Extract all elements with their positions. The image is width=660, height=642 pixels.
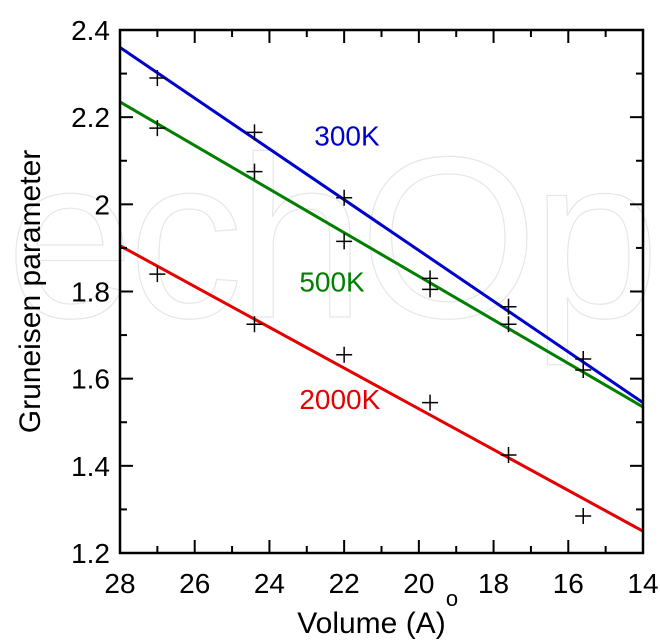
data-point-2000k-5 [500,446,517,463]
fit-lines-group [120,46,643,533]
series-labels-group: 300K 500K 2000K [299,120,380,415]
data-point-300k-2 [246,124,263,141]
fit-line-2000k [120,244,643,533]
x-axis-label: Volume (A) [297,607,445,640]
x-tick-label: 28 [104,568,135,599]
x-tick-label: 16 [553,568,584,599]
x-tick-label: 22 [329,568,360,599]
plot-frame [118,28,645,555]
data-point-2000k-3 [336,346,353,363]
axis-ticks-group [119,29,644,554]
data-point-2000k-4 [422,394,439,411]
tick-labels-group: 28 26 24 22 20 18 16 14 1.2 1.4 1.6 1.8 2 2.2 2.4 [71,15,659,599]
y-tick-label: 1.8 [71,277,110,308]
x-tick-label: 18 [478,568,509,599]
data-point-2000k-1 [149,266,166,283]
data-point-500k-3 [336,233,353,250]
y-tick-label: 2.4 [71,15,110,46]
fit-line-300k [120,46,643,404]
data-point-300k-3 [336,189,353,206]
series-label-300k: 300K [314,120,380,151]
y-tick-label: 1.2 [71,538,110,569]
data-point-500k-5 [500,316,517,333]
data-point-2000k-2 [246,316,263,333]
watermark-text: echOp [6,108,660,366]
data-point-500k-2 [246,163,263,180]
x-tick-label: 26 [179,568,210,599]
data-point-2000k-6 [575,507,592,524]
x-tick-label: 24 [254,568,285,599]
data-point-300k-5 [500,298,517,315]
x-tick-label: 20 [403,568,434,599]
x-axis-label-angstrom-ring: o [446,586,458,611]
series-label-2000k: 2000K [299,384,380,415]
y-axis-label: Gruneisen parameter [14,150,47,433]
y-tick-label: 1.6 [71,364,110,395]
y-tick-label: 1.4 [71,451,110,482]
x-tick-label: 14 [627,568,658,599]
data-point-500k-6 [575,361,592,378]
data-markers-group [149,69,592,524]
fit-line-500k [120,100,643,409]
data-point-300k-1 [149,69,166,86]
series-label-500k: 500K [299,267,365,298]
data-point-500k-1 [149,120,166,137]
y-tick-label: 2 [94,189,110,220]
data-point-500k-4 [422,281,439,298]
y-tick-label: 2.2 [71,102,110,133]
